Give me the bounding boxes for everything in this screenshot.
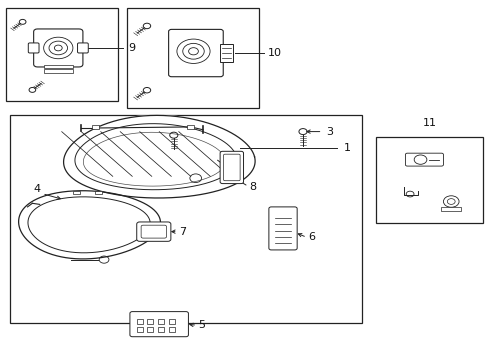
FancyBboxPatch shape bbox=[34, 29, 83, 67]
Bar bbox=[127, 8, 259, 108]
Bar bbox=[95, 191, 102, 194]
FancyBboxPatch shape bbox=[268, 207, 297, 250]
Bar bbox=[44, 65, 73, 68]
Bar bbox=[147, 319, 153, 324]
FancyBboxPatch shape bbox=[28, 43, 39, 53]
Bar bbox=[44, 69, 73, 73]
FancyBboxPatch shape bbox=[168, 30, 223, 77]
Bar bbox=[73, 191, 80, 194]
FancyBboxPatch shape bbox=[220, 151, 243, 184]
Text: 6: 6 bbox=[307, 232, 314, 242]
FancyBboxPatch shape bbox=[130, 312, 188, 337]
Bar bbox=[168, 319, 174, 324]
Text: 9: 9 bbox=[128, 43, 135, 53]
FancyBboxPatch shape bbox=[405, 153, 443, 166]
Text: 4: 4 bbox=[34, 184, 41, 194]
Polygon shape bbox=[75, 123, 236, 190]
Bar bbox=[147, 327, 153, 332]
Text: 3: 3 bbox=[326, 127, 333, 136]
Text: 1: 1 bbox=[343, 143, 350, 153]
Bar bbox=[187, 126, 194, 129]
Bar bbox=[441, 207, 460, 211]
Bar bbox=[137, 319, 142, 324]
Polygon shape bbox=[19, 191, 160, 259]
Bar bbox=[158, 327, 163, 332]
Bar bbox=[158, 319, 163, 324]
Bar bbox=[10, 116, 361, 323]
Polygon shape bbox=[63, 115, 255, 198]
Bar bbox=[137, 327, 142, 332]
Bar bbox=[220, 44, 232, 62]
Text: 2: 2 bbox=[146, 130, 153, 140]
Text: 5: 5 bbox=[198, 320, 205, 330]
Text: 7: 7 bbox=[178, 227, 185, 237]
Text: 10: 10 bbox=[267, 48, 281, 58]
Bar bbox=[92, 126, 99, 129]
Bar bbox=[168, 327, 174, 332]
FancyBboxPatch shape bbox=[78, 43, 88, 53]
Text: 11: 11 bbox=[422, 118, 436, 128]
Bar bbox=[375, 137, 483, 223]
FancyBboxPatch shape bbox=[137, 222, 170, 241]
Bar bbox=[5, 8, 118, 101]
Text: 8: 8 bbox=[249, 182, 256, 192]
